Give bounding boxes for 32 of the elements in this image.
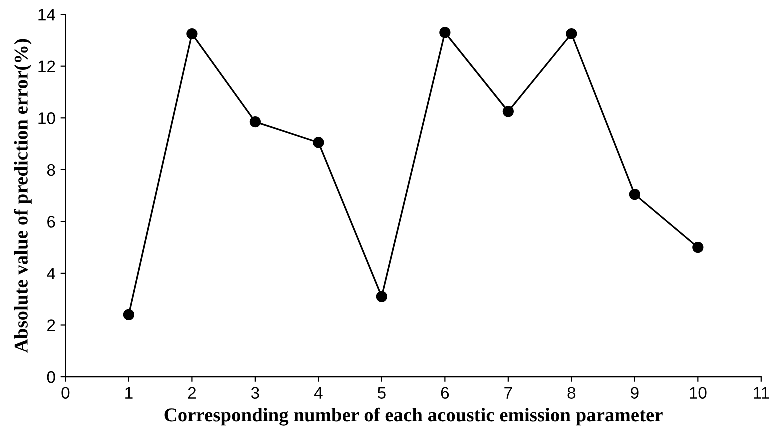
point [502, 106, 514, 118]
x-tick-label: 3 [251, 387, 260, 399]
point [250, 116, 261, 128]
y-axis-title: Absolute value of prediction error(%) [14, 39, 32, 353]
x-tick-label: 10 [690, 387, 707, 399]
point [440, 27, 451, 38]
x-tick-label: 8 [568, 387, 576, 399]
point [692, 242, 704, 254]
x-tick-label: 0 [62, 387, 70, 399]
x-tick-label: 2 [188, 387, 196, 399]
x-tick-label: 11 [754, 387, 770, 399]
x-tick-label: 4 [314, 387, 323, 399]
y-tick-label: 14 [38, 9, 56, 21]
x-tick-label: 5 [378, 387, 386, 399]
y-tick-label: 6 [48, 216, 56, 228]
y-tick-label: 0 [47, 371, 56, 384]
x-axis-title: Corresponding number of each acoustic emission parameter [164, 408, 663, 426]
point [376, 291, 388, 302]
x-tick-label: 9 [631, 387, 639, 399]
y-tick-label: 10 [38, 112, 56, 124]
x-tick-label: 7 [504, 387, 512, 399]
y-tick-label: 4 [47, 268, 56, 280]
y-tick-label: 12 [38, 60, 56, 72]
point [629, 188, 640, 200]
y-tick-label: 2 [48, 320, 56, 332]
point [313, 137, 324, 148]
x-tick-label: 1 [126, 387, 133, 399]
point [186, 28, 198, 40]
y-tick-label: 8 [47, 164, 56, 176]
point [123, 309, 135, 320]
point [566, 28, 578, 40]
x-tick-label: 6 [441, 387, 450, 399]
